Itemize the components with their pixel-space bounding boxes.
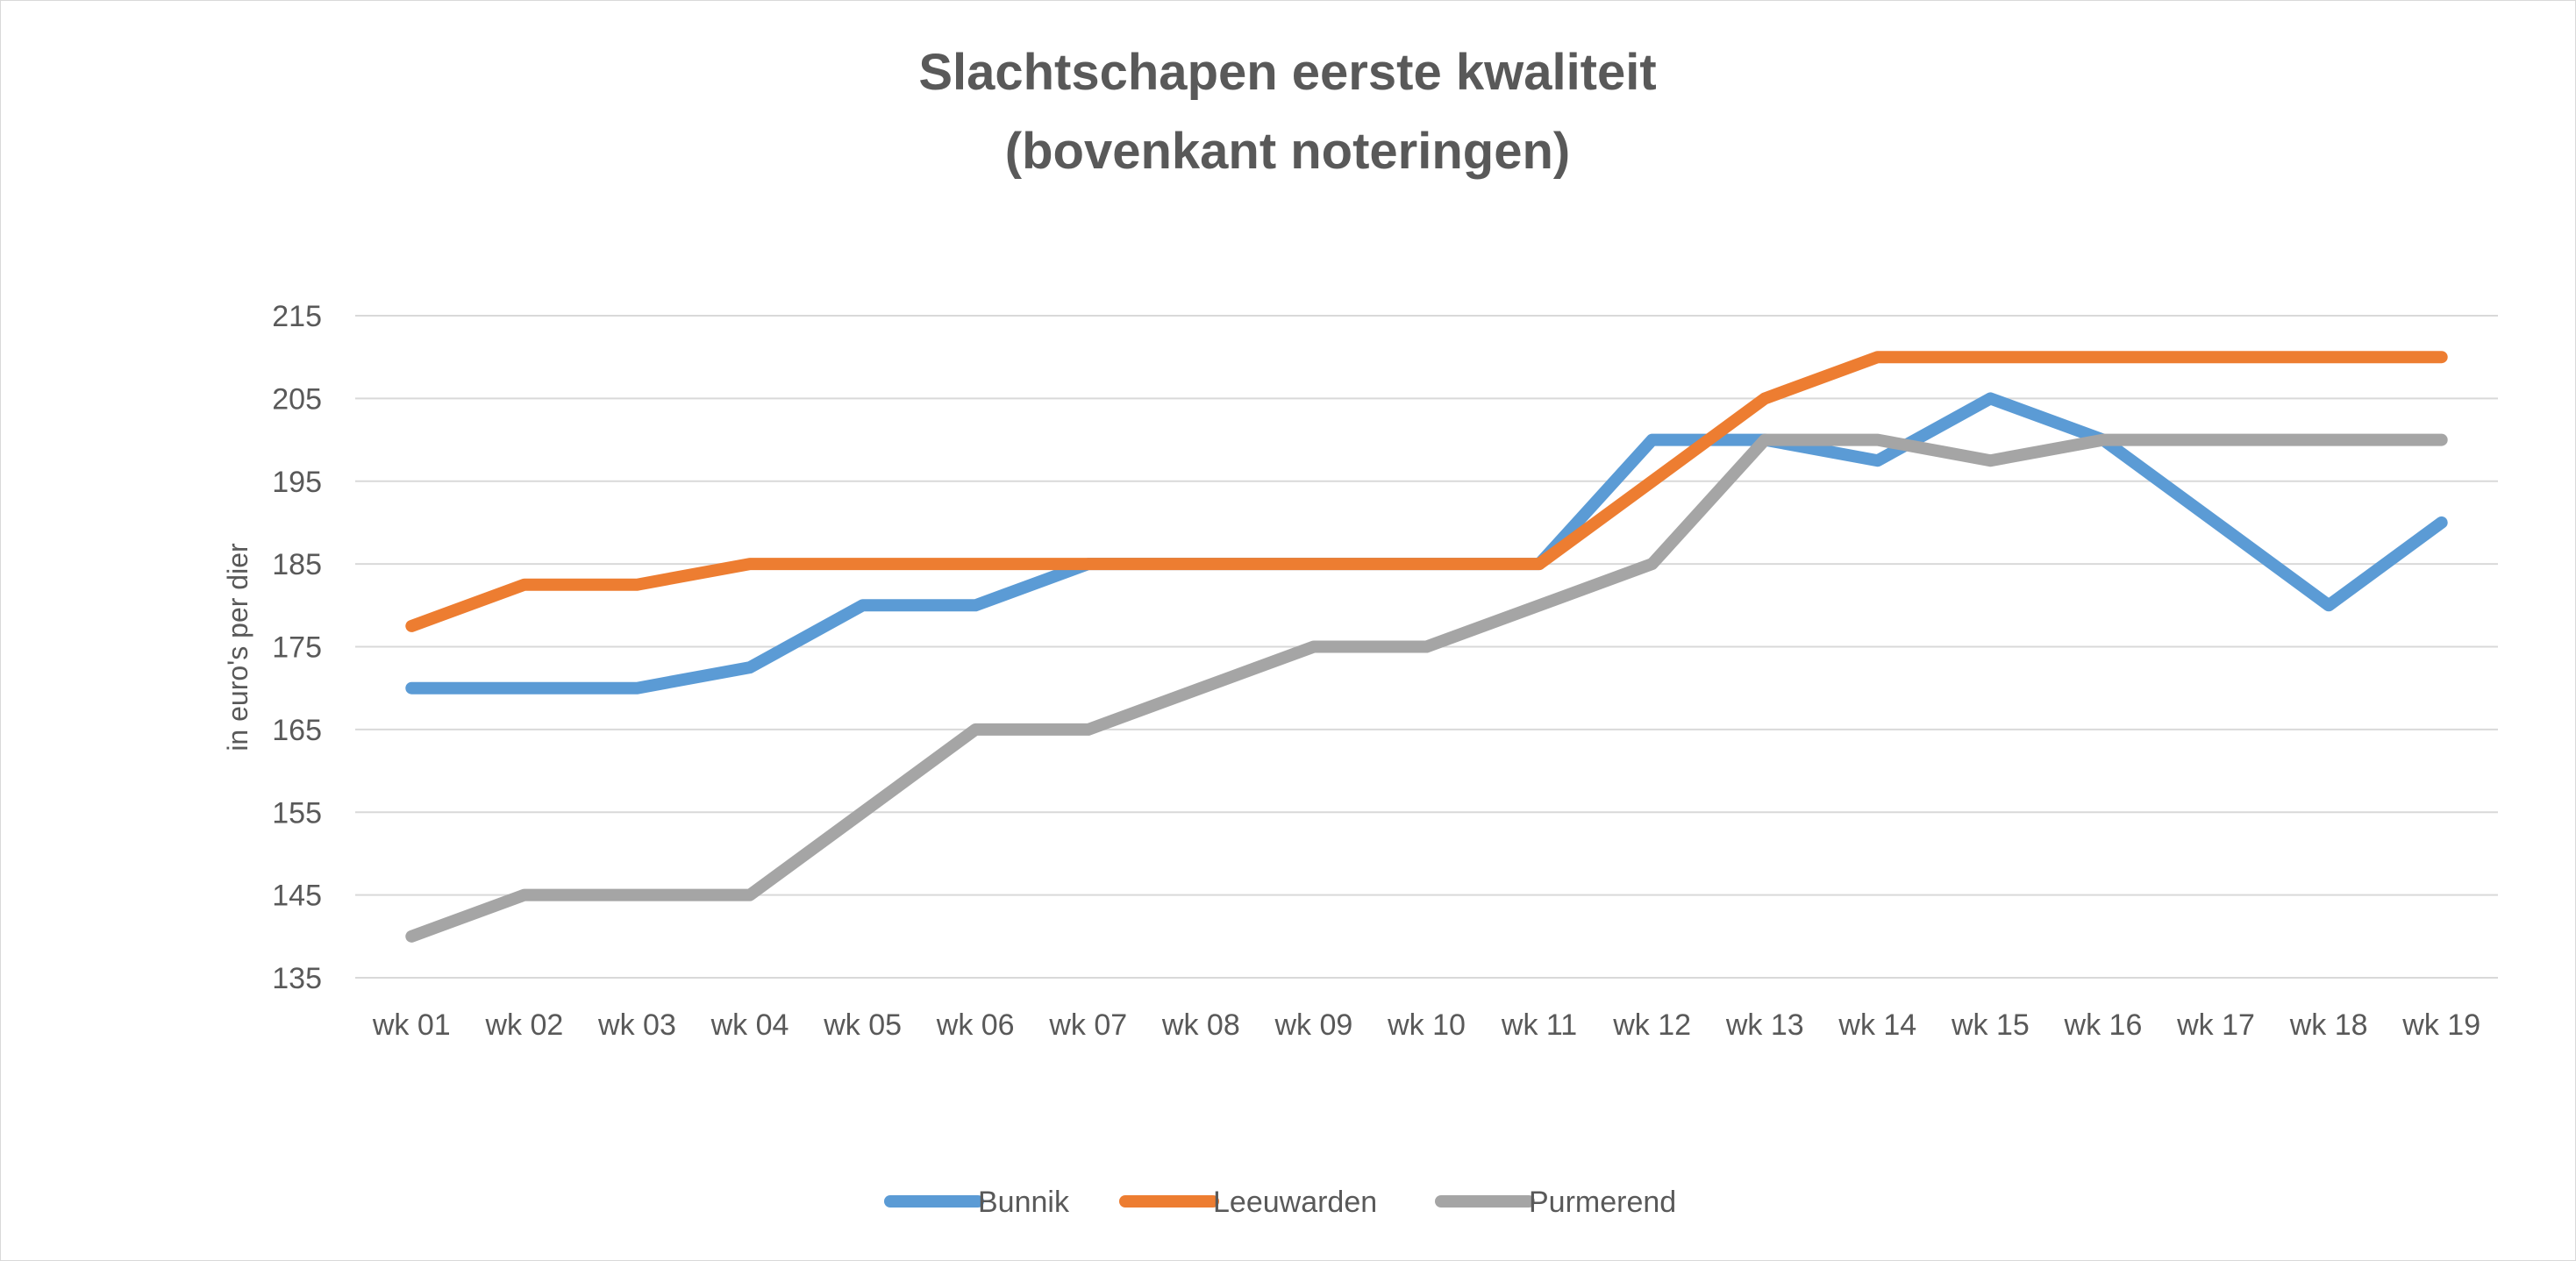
- x-tick-wk-17: wk 17: [2176, 1008, 2255, 1042]
- x-tick-wk-09: wk 09: [1274, 1008, 1353, 1042]
- x-tick-wk-11: wk 11: [1501, 1008, 1577, 1042]
- x-tick-wk-14: wk 14: [1837, 1008, 1916, 1042]
- y-tick-215: 215: [272, 300, 322, 333]
- x-tick-wk-04: wk 04: [710, 1008, 789, 1042]
- y-tick-195: 195: [272, 466, 322, 499]
- y-tick-175: 175: [272, 631, 322, 665]
- legend-label-leeuwarden: Leeuwarden: [1213, 1186, 1377, 1219]
- y-tick-155: 155: [272, 796, 322, 830]
- y-tick-145: 145: [272, 880, 322, 913]
- x-tick-wk-02: wk 02: [484, 1008, 563, 1042]
- x-tick-wk-08: wk 08: [1161, 1008, 1240, 1042]
- x-tick-wk-12: wk 12: [1612, 1008, 1691, 1042]
- x-tick-labels: wk 01 wk 02 wk 03 wk 04 wk 05 wk 06 wk 07 wk 08…: [372, 1008, 2480, 1042]
- legend-label-purmerend: Purmerend: [1529, 1186, 1676, 1219]
- y-tick-185: 185: [272, 548, 322, 581]
- series-line-leeuwarden: [405, 351, 2448, 632]
- y-axis-label: in euro's per dier: [222, 543, 253, 752]
- legend-label-bunnik: Bunnik: [978, 1186, 1070, 1219]
- x-tick-wk-13: wk 13: [1725, 1008, 1804, 1042]
- series-line-purmerend: [405, 433, 2448, 943]
- x-tick-wk-18: wk 18: [2289, 1008, 2368, 1042]
- chart-title-line-1: Slachtschapen eerste kwaliteit: [918, 44, 1656, 101]
- y-tick-165: 165: [272, 714, 322, 747]
- legend: Bunnik Leeuwarden Purmerend: [884, 1186, 1676, 1219]
- x-tick-wk-10: wk 10: [1387, 1008, 1466, 1042]
- x-tick-wk-05: wk 05: [823, 1008, 902, 1042]
- x-tick-wk-15: wk 15: [1951, 1008, 2030, 1042]
- chart-title-line-2: (bovenkant noteringen): [1005, 123, 1570, 180]
- x-tick-wk-19: wk 19: [2401, 1008, 2480, 1042]
- x-tick-wk-03: wk 03: [597, 1008, 676, 1042]
- y-tick-135: 135: [272, 962, 322, 995]
- y-tick-205: 205: [272, 382, 322, 416]
- series-lines: [405, 351, 2448, 943]
- x-tick-wk-01: wk 01: [372, 1008, 451, 1042]
- x-tick-wk-07: wk 07: [1048, 1008, 1127, 1042]
- x-tick-wk-06: wk 06: [936, 1008, 1015, 1042]
- x-tick-wk-16: wk 16: [2064, 1008, 2143, 1042]
- y-tick-labels: 135 145 155 165 175 185 195 205 215: [272, 300, 322, 995]
